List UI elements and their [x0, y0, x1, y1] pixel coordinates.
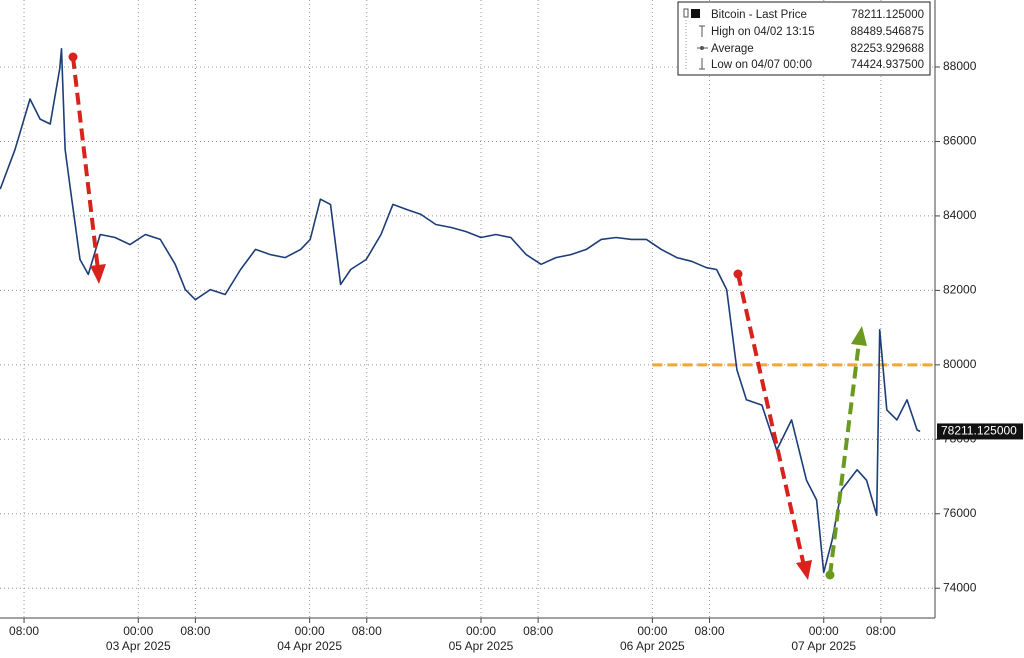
x-tick-label: 00:00	[466, 624, 496, 638]
x-tick-label: 00:00	[123, 624, 153, 638]
y-tick-label: 82000	[943, 283, 977, 297]
legend-icon	[700, 46, 704, 50]
legend-label: Low on 04/07 00:00	[711, 59, 812, 71]
last-price-box	[937, 423, 1023, 440]
x-tick-label: 08:00	[9, 624, 39, 638]
x-tick-label: 00:00	[295, 624, 325, 638]
annotation-arrows	[68, 52, 867, 580]
legend-value: 74424.937500	[850, 59, 924, 71]
legend-box	[677, 1, 931, 76]
legend-label: Bitcoin - Last Price	[711, 9, 807, 21]
legend-icon	[691, 9, 700, 18]
legend-label: High on 04/02 13:15	[711, 26, 815, 38]
y-tick-label: 88000	[943, 59, 977, 73]
date-label: 04 Apr 2025	[277, 639, 342, 653]
axes: 7400076000780008000082000840008600088000…	[9, 59, 1023, 653]
y-tick-label: 80000	[943, 357, 977, 371]
y-tick-label: 86000	[943, 134, 977, 148]
arrow-start	[68, 52, 78, 62]
arrowhead	[90, 264, 106, 284]
legend-value: 88489.546875	[850, 26, 924, 38]
x-tick-label: 08:00	[523, 624, 553, 638]
legend-label: Average	[711, 43, 754, 55]
legend-value: 82253.929688	[850, 43, 924, 55]
last-price-label: 78211.125000	[941, 424, 1017, 438]
arrowhead	[796, 560, 812, 580]
date-label: 05 Apr 2025	[449, 639, 514, 653]
x-tick-label: 08:00	[352, 624, 382, 638]
legend: Bitcoin - Last Price 78211.125000 High o…	[677, 1, 931, 76]
y-tick-label: 74000	[943, 580, 977, 594]
grid	[0, 0, 935, 618]
plot	[0, 48, 935, 574]
x-tick-label: 00:00	[637, 624, 667, 638]
x-tick-label: 08:00	[694, 624, 724, 638]
date-label: 03 Apr 2025	[106, 639, 171, 653]
y-tick-label: 76000	[943, 506, 977, 520]
arrow-start	[733, 269, 743, 279]
legend-icon	[683, 8, 689, 18]
x-tick-label: 00:00	[809, 624, 839, 638]
y-tick-label: 84000	[943, 208, 977, 222]
arrow	[828, 341, 861, 576]
x-tick-label: 08:00	[866, 624, 896, 638]
date-label: 07 Apr 2025	[791, 639, 856, 653]
date-label: 06 Apr 2025	[620, 639, 685, 653]
arrow	[736, 273, 806, 567]
legend-value: 78211.125000	[851, 9, 924, 21]
arrow-start	[825, 570, 835, 580]
price-line	[0, 48, 921, 574]
x-tick-label: 08:00	[180, 624, 210, 638]
arrowhead	[851, 326, 867, 346]
